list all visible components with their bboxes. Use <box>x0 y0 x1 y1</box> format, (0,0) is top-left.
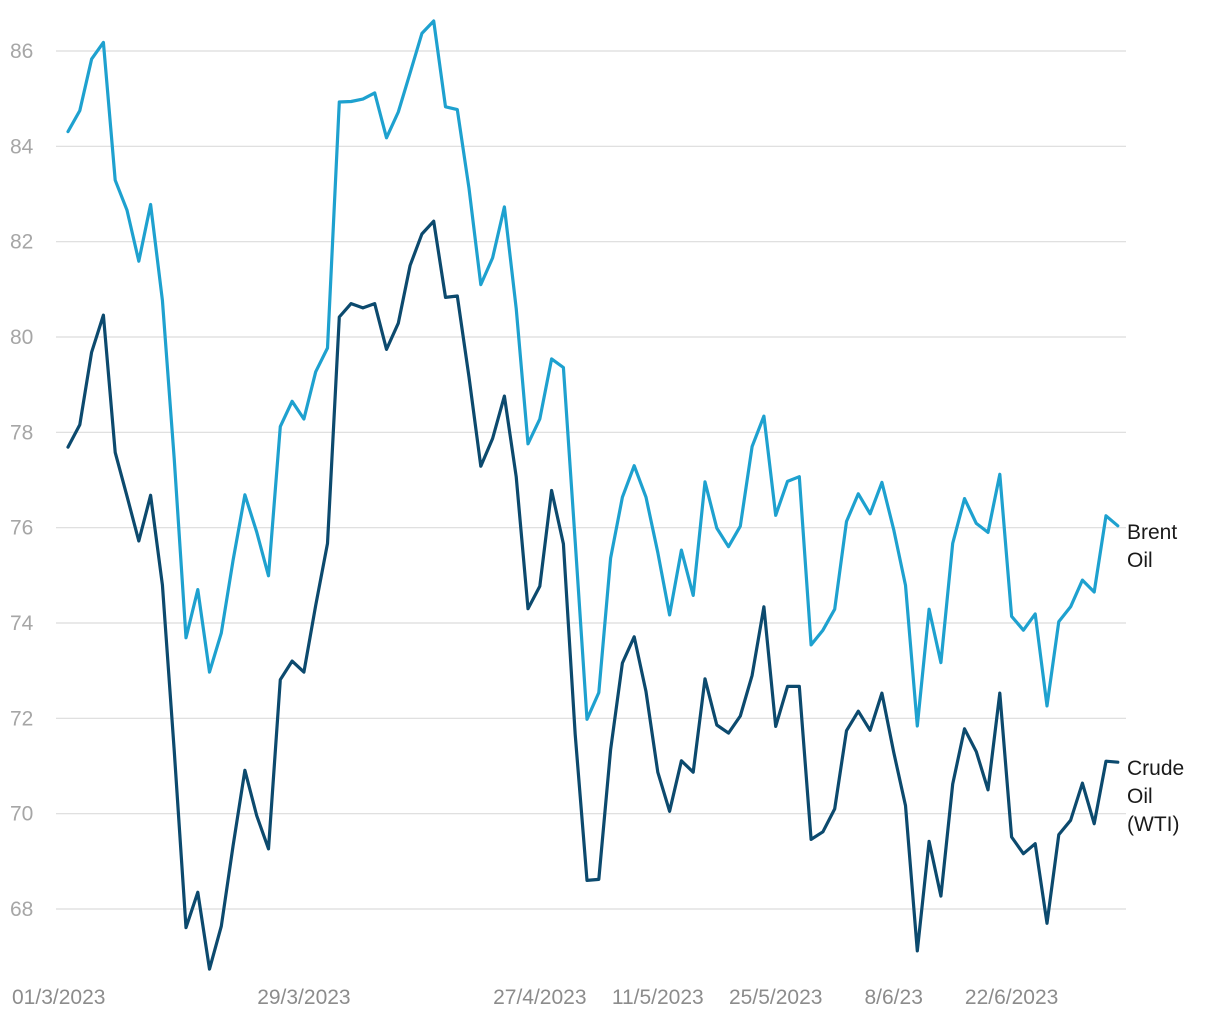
legend-brent-line-2: Oil <box>1127 549 1153 572</box>
y-tick-label: 86 <box>10 40 33 63</box>
series-lines <box>66 19 1120 971</box>
x-axis-tick-labels: 01/3/2023 29/3/2023 27/4/2023 11/5/2023 25/5… <box>12 986 1058 1009</box>
legend-wti-line-3: (WTI) <box>1127 813 1179 836</box>
x-tick-label: 29/3/2023 <box>257 986 350 1009</box>
y-tick-label: 74 <box>10 612 34 635</box>
x-tick-label: 22/6/2023 <box>965 986 1058 1009</box>
gridlines <box>56 50 1126 910</box>
x-tick-label: 27/4/2023 <box>493 986 586 1009</box>
y-tick-label: 70 <box>10 803 33 826</box>
y-tick-label: 78 <box>10 421 33 444</box>
x-tick-label: 8/6/23 <box>864 986 922 1009</box>
legend-wti-line-2: Oil <box>1127 785 1153 808</box>
y-tick-label: 82 <box>10 231 33 254</box>
y-tick-label: 76 <box>10 517 33 540</box>
x-tick-label: 25/5/2023 <box>729 986 822 1009</box>
legend-wti-line-1: Crude <box>1127 757 1184 780</box>
legend-brent-line-1: Brent <box>1127 521 1177 544</box>
y-tick-label: 72 <box>10 707 33 730</box>
series-line-crude-oil-wti <box>66 219 1120 971</box>
x-tick-label: 01/3/2023 <box>12 986 105 1009</box>
y-tick-label: 80 <box>10 326 33 349</box>
y-tick-label: 84 <box>10 135 34 158</box>
legend-labels: Brent Oil Crude Oil (WTI) <box>1127 521 1184 836</box>
series-line-brent-oil <box>66 19 1120 728</box>
y-tick-label: 68 <box>10 898 33 921</box>
y-axis-tick-labels: 68 70 72 74 76 78 80 82 84 86 <box>10 40 34 921</box>
x-tick-label: 11/5/2023 <box>612 986 704 1009</box>
